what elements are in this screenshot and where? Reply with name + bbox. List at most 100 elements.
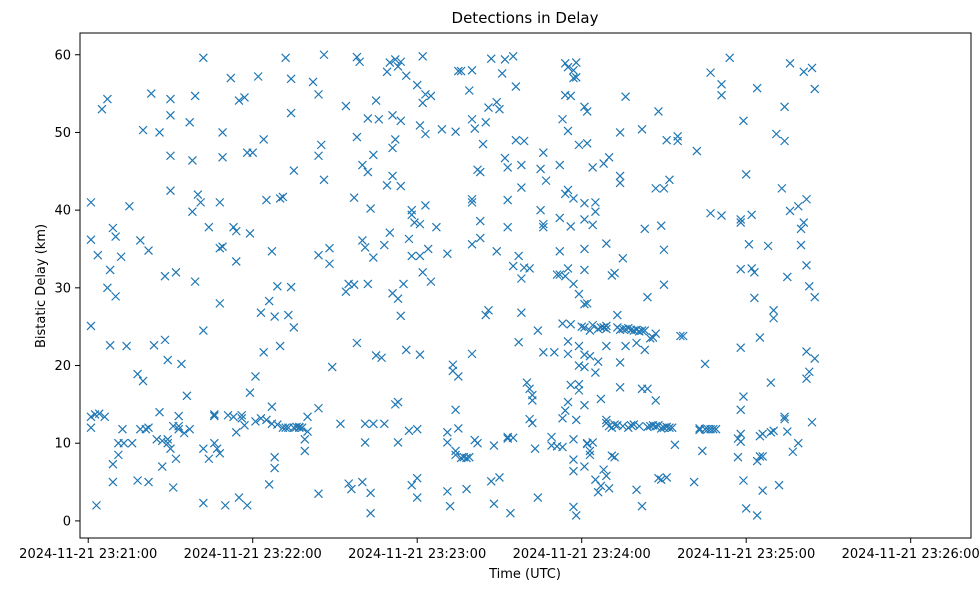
data-point-x-marker <box>160 335 170 345</box>
data-point-x-marker <box>453 424 463 433</box>
data-point-x-marker <box>251 371 260 381</box>
data-point-x-marker <box>368 419 378 429</box>
data-point-x-marker <box>566 91 576 101</box>
data-point-x-marker <box>601 471 611 481</box>
data-point-x-marker <box>569 502 578 512</box>
data-point-x-marker <box>86 321 96 331</box>
data-point-x-marker <box>700 359 710 369</box>
data-point-x-marker <box>453 371 463 381</box>
data-point-x-marker <box>766 378 776 388</box>
data-point-x-marker <box>462 484 471 494</box>
data-point-x-marker <box>352 132 362 142</box>
data-point-x-marker <box>486 54 496 64</box>
data-point-x-marker <box>503 195 513 205</box>
data-point-x-marker <box>708 424 718 434</box>
data-point-x-marker <box>484 305 493 315</box>
data-point-x-marker <box>769 313 779 323</box>
data-point-x-marker <box>769 426 779 436</box>
data-point-x-marker <box>467 65 477 75</box>
data-point-x-marker <box>314 151 323 161</box>
y-tick-label: 20 <box>54 359 71 374</box>
data-point-x-marker <box>388 143 397 153</box>
plot-frame <box>79 32 972 539</box>
data-point-x-marker <box>426 91 436 101</box>
data-point-x-marker <box>319 175 329 185</box>
data-point-x-marker <box>442 438 452 447</box>
data-point-x-marker <box>157 436 167 446</box>
data-point-x-marker <box>599 465 609 475</box>
data-point-x-marker <box>204 454 214 464</box>
data-point-x-marker <box>656 475 666 485</box>
data-point-x-marker <box>659 183 669 193</box>
data-point-x-marker <box>209 438 219 448</box>
data-point-x-marker <box>580 350 589 360</box>
y-axis-label: Bistatic Delay (km) <box>34 224 49 348</box>
data-point-x-marker <box>418 98 428 108</box>
data-point-x-marker <box>810 354 820 363</box>
data-point-x-marker <box>643 384 652 394</box>
y-tick-label: 0 <box>63 514 71 529</box>
data-point-x-marker <box>308 77 318 87</box>
data-point-x-marker <box>190 277 200 287</box>
data-point-x-marker <box>736 437 746 447</box>
data-point-x-marker <box>503 222 513 232</box>
data-point-x-marker <box>558 413 567 423</box>
data-point-x-marker <box>179 428 189 438</box>
data-point-x-marker <box>229 222 238 232</box>
data-point-x-marker <box>667 423 677 433</box>
data-point-x-marker <box>218 152 227 162</box>
data-point-x-marker <box>160 271 170 281</box>
data-point-x-marker <box>182 391 192 401</box>
data-point-x-marker <box>166 151 175 161</box>
data-point-x-marker <box>802 374 811 384</box>
x-tick-label: 2024-11-21 23:21:00 <box>19 547 157 562</box>
data-point-x-marker <box>100 412 110 422</box>
data-point-x-marker <box>360 243 370 252</box>
data-point-x-marker <box>511 135 521 145</box>
data-point-x-marker <box>758 429 768 439</box>
data-point-x-marker <box>793 438 803 448</box>
data-point-x-marker <box>371 96 381 106</box>
data-point-x-marker <box>569 65 578 75</box>
data-point-x-marker <box>155 407 164 417</box>
data-point-x-marker <box>601 239 611 248</box>
data-point-x-marker <box>541 176 551 186</box>
data-point-x-marker <box>86 197 96 207</box>
data-point-x-marker <box>393 397 403 407</box>
data-point-x-marker <box>563 185 573 195</box>
data-point-x-marker <box>711 424 721 434</box>
data-point-x-marker <box>555 160 565 170</box>
data-point-x-marker <box>341 101 351 111</box>
data-point-x-marker <box>486 476 496 486</box>
data-point-x-marker <box>196 197 206 207</box>
data-point-x-marker <box>157 462 167 471</box>
data-point-x-marker <box>593 487 603 497</box>
data-point-x-marker <box>204 222 214 232</box>
data-point-x-marker <box>733 452 743 462</box>
data-point-x-marker <box>412 80 422 90</box>
data-point-x-marker <box>536 205 546 215</box>
data-point-x-marker <box>456 66 466 76</box>
data-point-x-marker <box>505 508 515 518</box>
data-point-x-marker <box>618 421 628 431</box>
data-point-x-marker <box>665 175 674 185</box>
data-point-x-marker <box>637 124 647 134</box>
data-point-x-marker <box>769 305 779 315</box>
data-point-x-marker <box>248 148 258 158</box>
data-point-x-marker <box>514 337 524 347</box>
data-point-x-marker <box>198 326 208 335</box>
data-point-x-marker <box>360 419 370 429</box>
data-point-x-marker <box>245 229 255 238</box>
data-point-x-marker <box>739 392 748 402</box>
data-point-x-marker <box>793 201 803 211</box>
data-point-x-marker <box>725 53 735 63</box>
data-point-x-marker <box>615 128 625 137</box>
data-point-x-marker <box>360 438 370 447</box>
data-point-x-marker <box>574 341 584 351</box>
data-point-x-marker <box>352 52 362 62</box>
x-tick-label: 2024-11-21 23:22:00 <box>184 547 322 562</box>
data-point-x-marker <box>533 493 543 503</box>
data-point-x-marker <box>122 341 132 351</box>
data-point-x-marker <box>763 241 773 251</box>
data-point-x-marker <box>640 224 650 234</box>
